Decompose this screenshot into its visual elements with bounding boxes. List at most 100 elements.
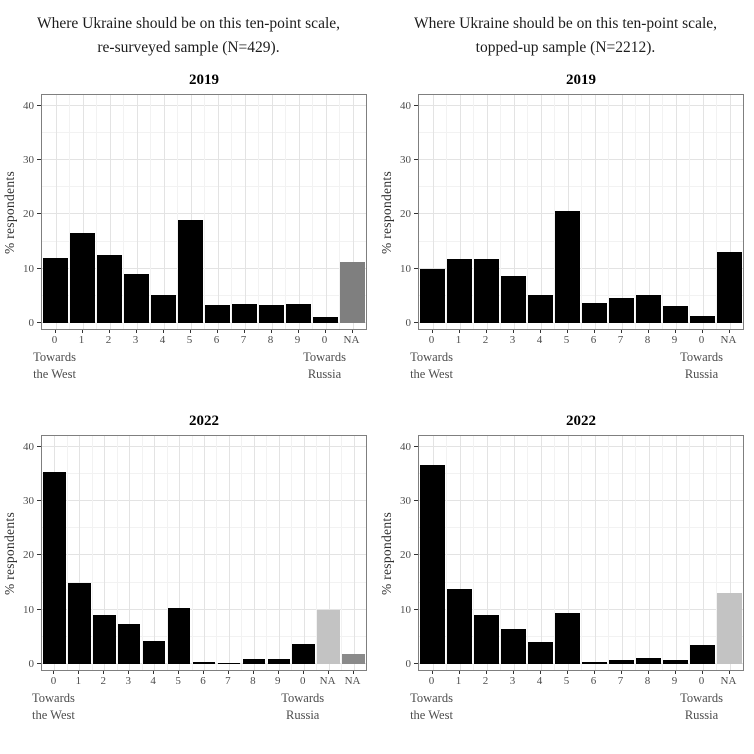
bar-8 bbox=[242, 659, 266, 665]
gridline-vertical-minor bbox=[500, 95, 501, 330]
y-tick-mark bbox=[37, 213, 41, 215]
gridline-vertical-minor bbox=[662, 436, 663, 671]
gridline-vertical-minor bbox=[266, 436, 268, 671]
gridline-vertical-minor bbox=[141, 436, 143, 671]
x-tick-label: 0 bbox=[428, 334, 435, 347]
y-tick-mark bbox=[37, 159, 41, 161]
bar-3 bbox=[124, 274, 149, 324]
y-tick-mark bbox=[414, 554, 418, 556]
x-tick-label: 7 bbox=[617, 334, 624, 347]
gridline-vertical-major bbox=[621, 436, 623, 671]
bar-9 bbox=[663, 660, 688, 665]
gridline-vertical-minor bbox=[689, 95, 690, 330]
x-tick-mark bbox=[216, 330, 218, 334]
gridline-vertical-major bbox=[163, 95, 165, 330]
gridline-vertical-minor bbox=[581, 436, 582, 671]
plot-area: % respondents 0 10 20 30 40 bbox=[0, 94, 377, 331]
x-tick-label: 2 bbox=[105, 334, 112, 347]
x-tick-mark bbox=[485, 330, 487, 334]
y-tick-label: 20 bbox=[23, 549, 34, 562]
y-tick-label: 30 bbox=[400, 495, 411, 508]
direction-annotation: Towards the West bbox=[7, 690, 99, 724]
x-tick-mark bbox=[701, 330, 703, 334]
bar-NA bbox=[340, 262, 365, 324]
bar-NA bbox=[317, 609, 340, 665]
x-tick-mark bbox=[53, 671, 55, 675]
x-tick-label: 9 bbox=[671, 334, 678, 347]
gridline-vertical-minor bbox=[527, 95, 528, 330]
bar-8 bbox=[636, 294, 661, 324]
bar-5 bbox=[167, 607, 191, 665]
x-tick-mark bbox=[54, 330, 56, 334]
y-tick-label: 40 bbox=[400, 440, 411, 453]
direction-annotation: Towards the West bbox=[386, 349, 478, 383]
bar-4 bbox=[142, 640, 166, 665]
gridline-vertical-minor bbox=[316, 436, 318, 671]
plot-panel bbox=[418, 435, 744, 672]
plot-area: % respondents 0 10 20 30 40 bbox=[377, 435, 754, 672]
gridline-vertical-major bbox=[325, 95, 327, 330]
x-tick-mark bbox=[324, 330, 326, 334]
x-tick-mark bbox=[674, 671, 676, 675]
gridline-vertical-major bbox=[675, 436, 677, 671]
y-tick-label: 0 bbox=[405, 317, 412, 330]
figure-title-right: Where Ukraine should be on this ten-poin… bbox=[377, 12, 754, 60]
gridline-vertical-minor bbox=[608, 95, 609, 330]
gridline-vertical-major bbox=[55, 95, 57, 330]
gridline-vertical-minor bbox=[473, 436, 474, 671]
gridline-vertical-major bbox=[82, 95, 84, 330]
x-tick-label: 1 bbox=[455, 675, 462, 688]
x-tick-label: 6 bbox=[590, 675, 597, 688]
y-tick-mark bbox=[37, 608, 41, 610]
gridline-vertical-major bbox=[104, 436, 106, 671]
gridline-vertical-minor bbox=[96, 95, 97, 330]
x-tick-label: 0 bbox=[51, 334, 58, 347]
gridline-vertical-minor bbox=[473, 95, 474, 330]
bar-0 bbox=[420, 465, 445, 665]
x-tick-mark bbox=[647, 330, 649, 334]
x-tick-label: 8 bbox=[644, 334, 651, 347]
y-tick-label: 10 bbox=[400, 262, 411, 275]
charts-row-2022: 2022% respondents 0 10 20 30 40 0 1 2 3 4 5 6 7 8 9 0 NA N… bbox=[0, 413, 754, 728]
x-axis-annotations: Towards the West Towards Russia bbox=[0, 690, 377, 728]
gridline-vertical-major bbox=[109, 95, 111, 330]
gridline-vertical-major bbox=[253, 436, 255, 671]
gridline-vertical-major bbox=[486, 95, 488, 330]
gridline-vertical-major bbox=[217, 95, 219, 330]
gridline-vertical-major bbox=[648, 95, 650, 330]
y-tick-label: 30 bbox=[400, 154, 411, 167]
x-tick-label: 1 bbox=[455, 334, 462, 347]
bar-1 bbox=[447, 258, 472, 324]
x-axis-annotations: Towards the West Towards Russia bbox=[377, 349, 754, 387]
annotation-line: Towards bbox=[281, 691, 325, 706]
annotation-line: the West bbox=[410, 366, 453, 381]
gridline-vertical-major bbox=[432, 95, 434, 330]
panel-year-title: 2019 bbox=[189, 72, 219, 89]
bar-5 bbox=[555, 613, 580, 665]
figure-titles: Where Ukraine should be on this ten-poin… bbox=[0, 0, 754, 60]
gridline-vertical-major bbox=[79, 436, 81, 671]
x-tick-mark bbox=[458, 671, 460, 675]
x-tick-label: 8 bbox=[267, 334, 274, 347]
gridline-vertical-major bbox=[271, 95, 273, 330]
gridline-vertical-major bbox=[179, 436, 181, 671]
gridline-vertical-minor bbox=[216, 436, 218, 671]
y-tick-label: 20 bbox=[23, 208, 34, 221]
y-tick-mark bbox=[414, 445, 418, 447]
x-tick-label: 0 bbox=[299, 675, 306, 688]
annotation-line: Russia bbox=[307, 366, 342, 381]
x-axis: 0 1 2 3 4 5 6 7 8 9 0 NA bbox=[377, 671, 754, 690]
x-tick-mark bbox=[189, 330, 191, 334]
direction-annotation: Towards Russia bbox=[656, 349, 748, 383]
x-tick-label: 2 bbox=[100, 675, 107, 688]
annotation-line: the West bbox=[410, 707, 453, 722]
x-tick-label: 4 bbox=[150, 675, 156, 688]
chart-2022-toppedup: 2022% respondents 0 10 20 30 40 0 1 2 3 4 5 6 7 8 9 0 NA T… bbox=[377, 413, 754, 728]
gridline-vertical-major bbox=[513, 95, 515, 330]
x-tick-mark bbox=[277, 671, 279, 675]
gridline-vertical-major bbox=[702, 95, 704, 330]
panel-year-title: 2019 bbox=[566, 72, 596, 89]
gridline-vertical-major bbox=[190, 95, 192, 330]
gridline-vertical-minor bbox=[191, 436, 193, 671]
bar-7 bbox=[232, 304, 257, 324]
